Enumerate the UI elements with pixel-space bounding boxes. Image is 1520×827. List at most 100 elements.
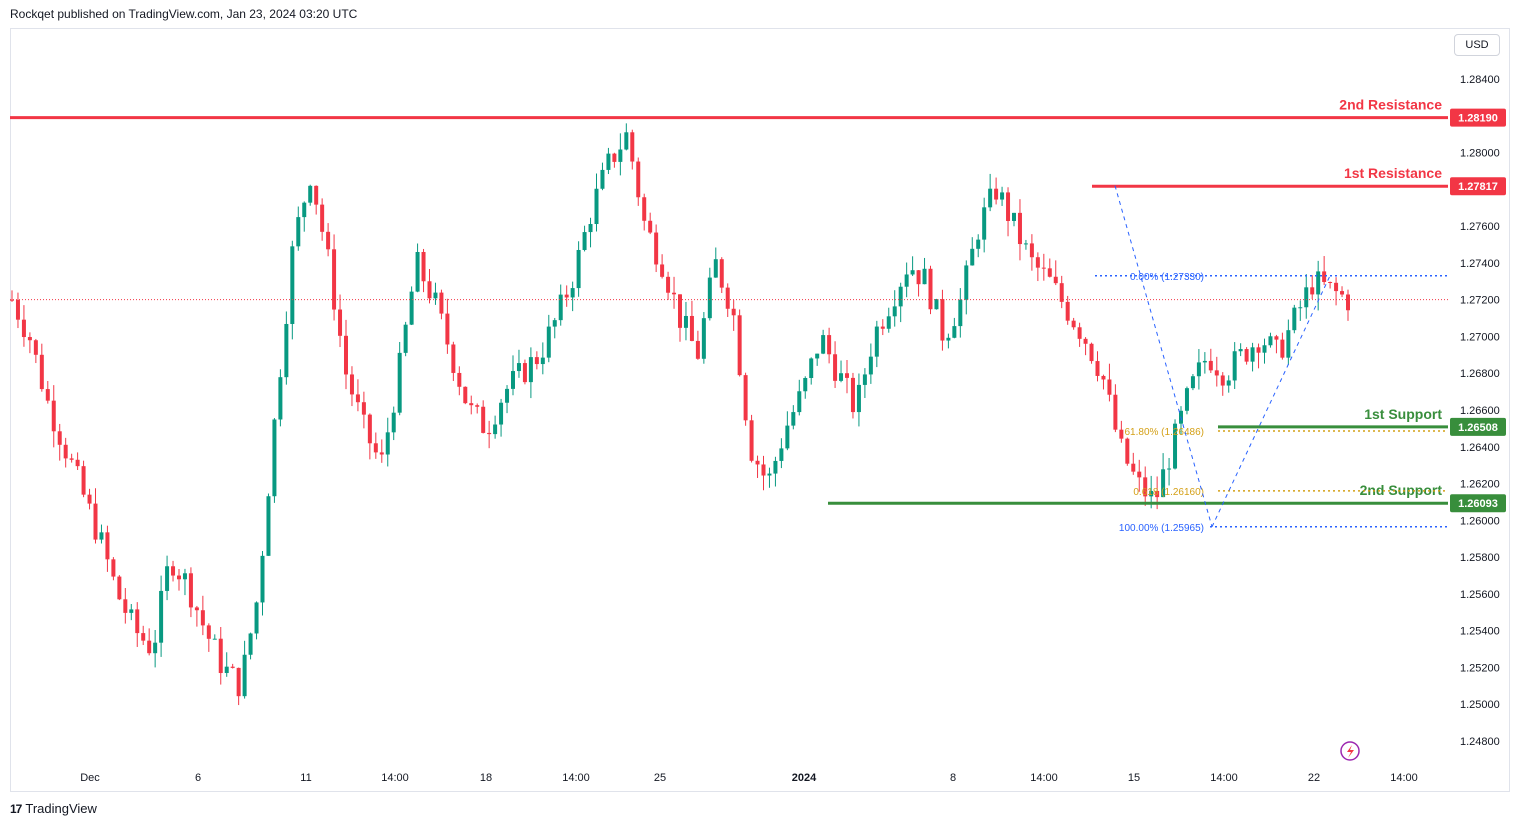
candle-body: [51, 400, 56, 432]
fib-label: 61.80% (1.26486): [1124, 427, 1204, 438]
y-tick-label: 1.26600: [1460, 405, 1500, 417]
candle-body: [218, 638, 223, 674]
x-tick-label: 14:00: [381, 772, 409, 784]
candle-body: [1167, 468, 1172, 470]
candle-body: [1256, 347, 1261, 353]
candle-body: [743, 375, 748, 421]
candle-body: [845, 373, 849, 378]
candle-body: [445, 313, 450, 345]
candle-body: [797, 391, 802, 413]
candle-body: [63, 444, 68, 459]
candle-body: [570, 288, 575, 298]
fib-label: 100.00% (1.25965): [1119, 523, 1204, 534]
candle-body: [666, 276, 671, 293]
fib-trend-line: [1114, 185, 1213, 527]
candle-body: [701, 318, 706, 359]
candle-body: [898, 286, 903, 307]
candle-body: [1155, 490, 1160, 498]
candle-body: [320, 204, 325, 232]
y-tick-label: 1.28400: [1460, 74, 1500, 86]
level-label: 2nd Support: [1360, 482, 1443, 498]
candle-body: [1006, 192, 1011, 221]
candle-body: [558, 294, 563, 321]
candle-body: [505, 388, 510, 403]
candle-body: [815, 353, 820, 359]
candle-body: [1035, 257, 1040, 268]
candle-body: [409, 291, 414, 325]
time-axis: Dec 6 11 14:00 18 14:00 25 2024 8 14:00 15 14:00 22 1…: [80, 772, 1418, 784]
candle-body: [1137, 471, 1142, 478]
x-tick-label: 14:00: [562, 772, 590, 784]
x-tick-label: 18: [480, 772, 492, 784]
candle-body: [39, 354, 44, 390]
candle-body: [827, 335, 832, 355]
candle-body: [1280, 339, 1285, 358]
candle-body: [260, 555, 265, 603]
candle-body: [344, 335, 348, 375]
level-label: 1st Resistance: [1344, 165, 1442, 181]
publish-info: Rockqet published on TradingView.com, Ja…: [10, 7, 358, 21]
candle-body: [1268, 336, 1273, 346]
candle-body: [385, 432, 390, 455]
candle-body: [99, 532, 104, 540]
candle-body: [248, 633, 253, 655]
candle-body: [415, 251, 420, 292]
candle-body: [21, 319, 26, 338]
candle-body: [654, 232, 659, 265]
candle-body: [1161, 469, 1166, 498]
y-tick-label: 1.27000: [1460, 331, 1500, 343]
currency-selector[interactable]: USD: [1454, 34, 1500, 56]
candle-body: [1232, 351, 1237, 381]
candle-body: [75, 459, 80, 467]
candles-group: [10, 123, 1350, 706]
candle-body: [773, 460, 778, 474]
candle-body: [27, 337, 32, 341]
candle-body: [678, 294, 682, 328]
y-tick-label: 1.25400: [1460, 626, 1500, 638]
candle-body: [1196, 362, 1201, 377]
candle-body: [576, 249, 581, 289]
candle-body: [642, 197, 647, 221]
y-tick-label: 1.28000: [1460, 148, 1500, 160]
tradingview-logo-icon: 17: [10, 801, 22, 816]
candle-body: [1238, 349, 1243, 352]
candle-body: [373, 443, 378, 453]
lightning-icon[interactable]: [1340, 741, 1360, 761]
price-tag: [1450, 108, 1506, 127]
candle-body: [683, 315, 688, 328]
candle-body: [1125, 438, 1130, 464]
x-tick-label: 22: [1308, 772, 1320, 784]
candle-body: [672, 292, 677, 295]
y-tick-label: 1.26400: [1460, 442, 1500, 454]
x-tick-label: 25: [654, 772, 666, 784]
candle-body: [1310, 287, 1315, 295]
candle-body: [123, 599, 128, 613]
price-tag-label: 1.26093: [1458, 498, 1498, 510]
y-tick-label: 1.25200: [1460, 662, 1500, 674]
candle-body: [1053, 276, 1058, 284]
candle-body: [546, 326, 551, 358]
candle-body: [290, 246, 295, 324]
candle-body: [272, 419, 277, 497]
candle-body: [928, 268, 933, 310]
chart-frame[interactable]: [10, 28, 1510, 792]
candle-body: [1059, 283, 1064, 302]
candle-body: [713, 259, 718, 278]
candle-body: [481, 406, 486, 433]
candle-body: [266, 496, 271, 556]
candle-body: [171, 566, 176, 576]
candle-body: [242, 654, 247, 697]
candle-body: [314, 185, 319, 205]
candle-body: [487, 432, 492, 435]
candle-body: [69, 458, 74, 460]
candle-body: [451, 344, 456, 373]
candle-body: [367, 414, 372, 444]
y-tick-label: 1.26200: [1460, 479, 1500, 491]
candle-body: [1083, 338, 1088, 344]
candle-body: [761, 464, 766, 476]
candle-body: [10, 299, 14, 301]
candle-body: [421, 251, 426, 282]
x-tick-label: 11: [300, 772, 311, 784]
candle-body: [964, 265, 969, 300]
